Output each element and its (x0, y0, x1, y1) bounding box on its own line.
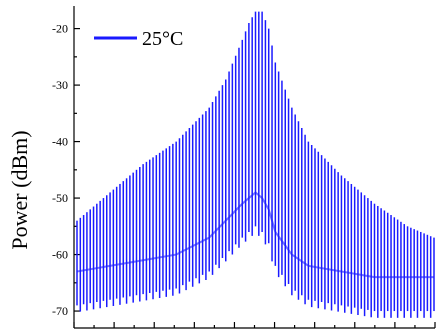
y-tick-label: -20 (52, 22, 68, 36)
series-mean-trace (76, 191, 434, 279)
y-tick-label: -70 (52, 304, 68, 318)
series-modes (76, 11, 435, 318)
legend-label: 25°C (142, 28, 183, 50)
y-tick-label: -60 (52, 248, 68, 262)
y-tick-label: -30 (52, 78, 68, 92)
axes (73, 6, 436, 329)
y-tick-labels: -20 -30 -40 -50 -60 -70 (52, 22, 68, 318)
y-tick-label: -50 (52, 191, 68, 205)
legend: 25°C (94, 28, 183, 50)
y-axis-title: Power (dBm) (7, 130, 32, 249)
y-tick-label: -40 (52, 135, 68, 149)
